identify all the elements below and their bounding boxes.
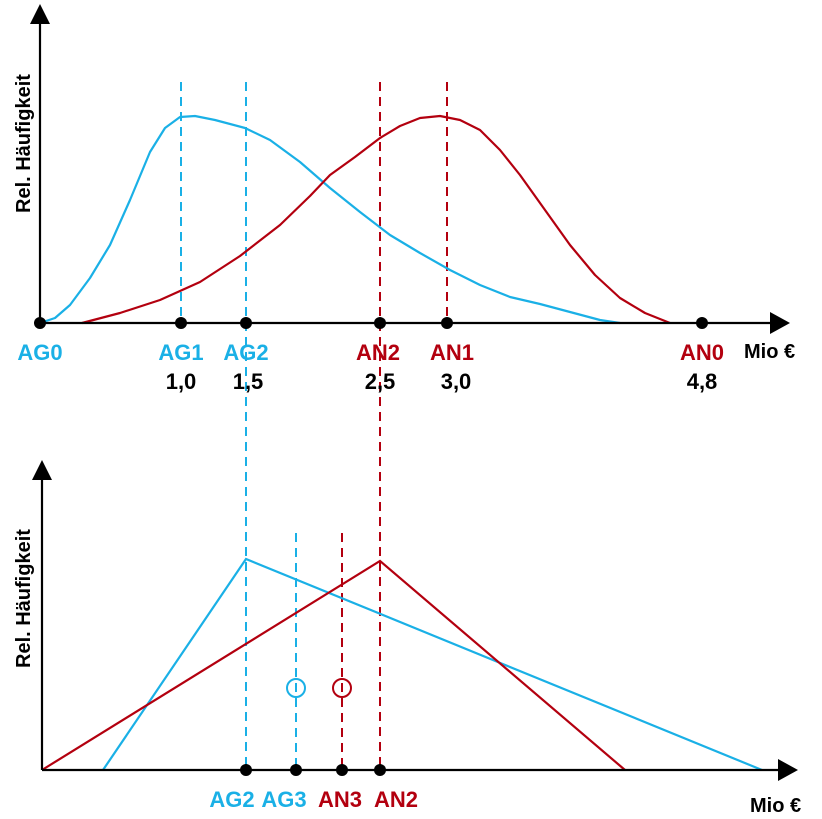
an3-open-circle — [332, 678, 352, 698]
marker-label-ag2: AG2 — [223, 340, 268, 365]
marker-dot-an2-bottom — [374, 764, 386, 776]
marker-label-an2-bottom: AN2 — [374, 787, 418, 812]
marker-dot-ag0 — [34, 317, 46, 329]
marker-dot-ag1 — [175, 317, 187, 329]
top-y-axis-arrow — [30, 4, 50, 24]
marker-dot-an0 — [696, 317, 708, 329]
marker-value-ag2: 1,5 — [233, 369, 264, 394]
marker-dot-ag2 — [240, 317, 252, 329]
ag-triangle-distribution — [102, 557, 763, 772]
bottom-y-axis-arrow — [32, 460, 52, 480]
bottom-panel: Rel. Häufigkeit Mio € AG2 AG3 AN3 AN2 — [13, 460, 801, 817]
marker-value-ag1: 1,0 — [166, 369, 197, 394]
marker-label-an0: AN0 — [680, 340, 724, 365]
an-distribution-curve — [81, 114, 671, 325]
marker-label-ag2-bottom: AG2 — [209, 787, 254, 812]
ag-distribution-curve — [39, 114, 621, 325]
marker-label-ag3: AG3 — [261, 787, 306, 812]
marker-value-an2: 2,5 — [365, 369, 396, 394]
marker-label-an1: AN1 — [430, 340, 474, 365]
top-panel: Rel. Häufigkeit Mio € AG0 AG1 AG2 AN2 AN… — [13, 4, 795, 770]
marker-dot-ag2-bottom — [240, 764, 252, 776]
top-x-axis-label: Mio € — [744, 341, 795, 363]
marker-label-an3: AN3 — [318, 787, 362, 812]
bottom-x-axis-arrow — [778, 759, 798, 781]
marker-value-an0: 4,8 — [687, 369, 718, 394]
marker-label-an2: AN2 — [356, 340, 400, 365]
marker-label-ag1: AG1 — [158, 340, 203, 365]
marker-dot-an3 — [336, 764, 348, 776]
marker-value-an1: 3,0 — [441, 369, 472, 394]
bottom-x-axis-label: Mio € — [750, 795, 801, 817]
marker-dot-an1 — [441, 317, 453, 329]
ag3-open-circle — [286, 678, 306, 698]
marker-dot-an2 — [374, 317, 386, 329]
marker-dot-ag3 — [290, 764, 302, 776]
marker-label-ag0: AG0 — [17, 340, 62, 365]
bottom-y-axis-label: Rel. Häufigkeit — [13, 529, 35, 668]
top-y-axis-label: Rel. Häufigkeit — [13, 74, 35, 213]
top-x-axis-arrow — [770, 312, 790, 334]
an-triangle-distribution — [41, 559, 626, 771]
